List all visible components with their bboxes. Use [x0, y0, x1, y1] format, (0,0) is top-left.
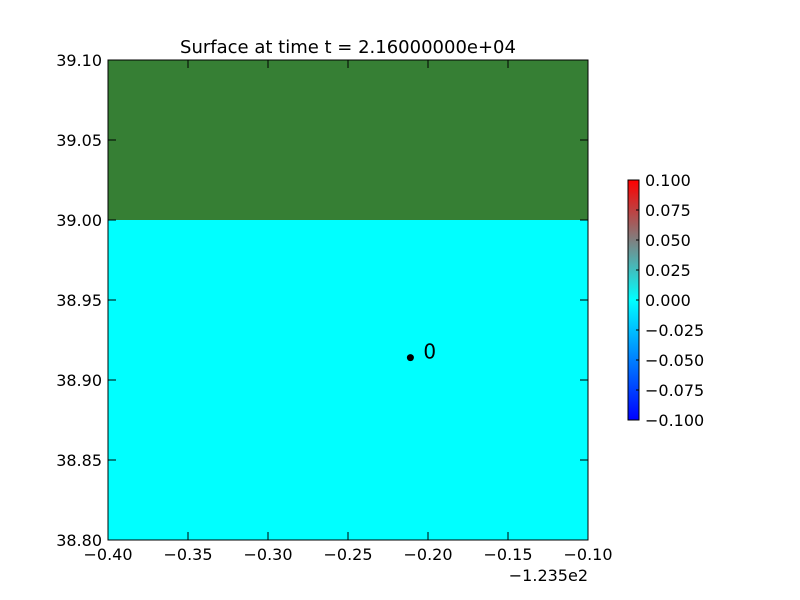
x-tick-label-1: −0.35	[163, 545, 212, 564]
x-tick-label-2: −0.30	[243, 545, 292, 564]
marker-point-0	[406, 354, 414, 362]
colorbar-tick-label-3: −0.025	[645, 321, 704, 340]
y-tick-label-1: 38.85	[56, 451, 102, 470]
colorbar-tick-label-2: −0.050	[645, 351, 704, 370]
colorbar-tick-label-6: 0.050	[645, 231, 691, 250]
colorbar-tick-label-5: 0.025	[645, 261, 691, 280]
y-tick-label-2: 38.90	[56, 371, 102, 390]
colorbar: −0.100 −0.075 −0.050 −0.025 0.000 0.025 0.050 0…	[627, 171, 704, 430]
colorbar-tick-label-8: 0.100	[645, 171, 691, 190]
y-tick-label-0: 38.80	[56, 531, 102, 550]
plot-regions	[108, 60, 588, 540]
x-tick-label-0: −0.40	[83, 545, 132, 564]
plot-markers: 0	[406, 340, 436, 364]
marker-label-0: 0	[423, 340, 436, 364]
region-land	[108, 60, 588, 220]
x-axis-offset-label: −1.235e2	[509, 566, 588, 585]
y-tick-label-5: 39.05	[56, 131, 102, 150]
y-axis: 38.80 38.85 38.90 38.95 39.00 39.05 39.10	[56, 51, 588, 550]
colorbar-tick-label-1: −0.075	[645, 381, 704, 400]
colorbar-tick-label-4: 0.000	[645, 291, 691, 310]
colorbar-ticks: −0.100 −0.075 −0.050 −0.025 0.000 0.025 0.050 0…	[636, 171, 704, 430]
x-axis: −0.40 −0.35 −0.30 −0.25 −0.20 −0.15 −0.10	[83, 60, 613, 564]
region-water	[108, 220, 588, 540]
y-tick-label-4: 39.00	[56, 211, 102, 230]
x-tick-label-3: −0.25	[323, 545, 372, 564]
x-tick-label-5: −0.15	[483, 545, 532, 564]
colorbar-tick-label-0: −0.100	[645, 411, 704, 430]
chart-title: Surface at time t = 2.16000000e+04	[180, 37, 516, 58]
y-tick-label-3: 38.95	[56, 291, 102, 310]
y-tick-label-6: 39.10	[56, 51, 102, 70]
colorbar-tick-label-7: 0.075	[645, 201, 691, 220]
x-tick-label-4: −0.20	[403, 545, 452, 564]
x-tick-label-6: −0.10	[563, 545, 612, 564]
